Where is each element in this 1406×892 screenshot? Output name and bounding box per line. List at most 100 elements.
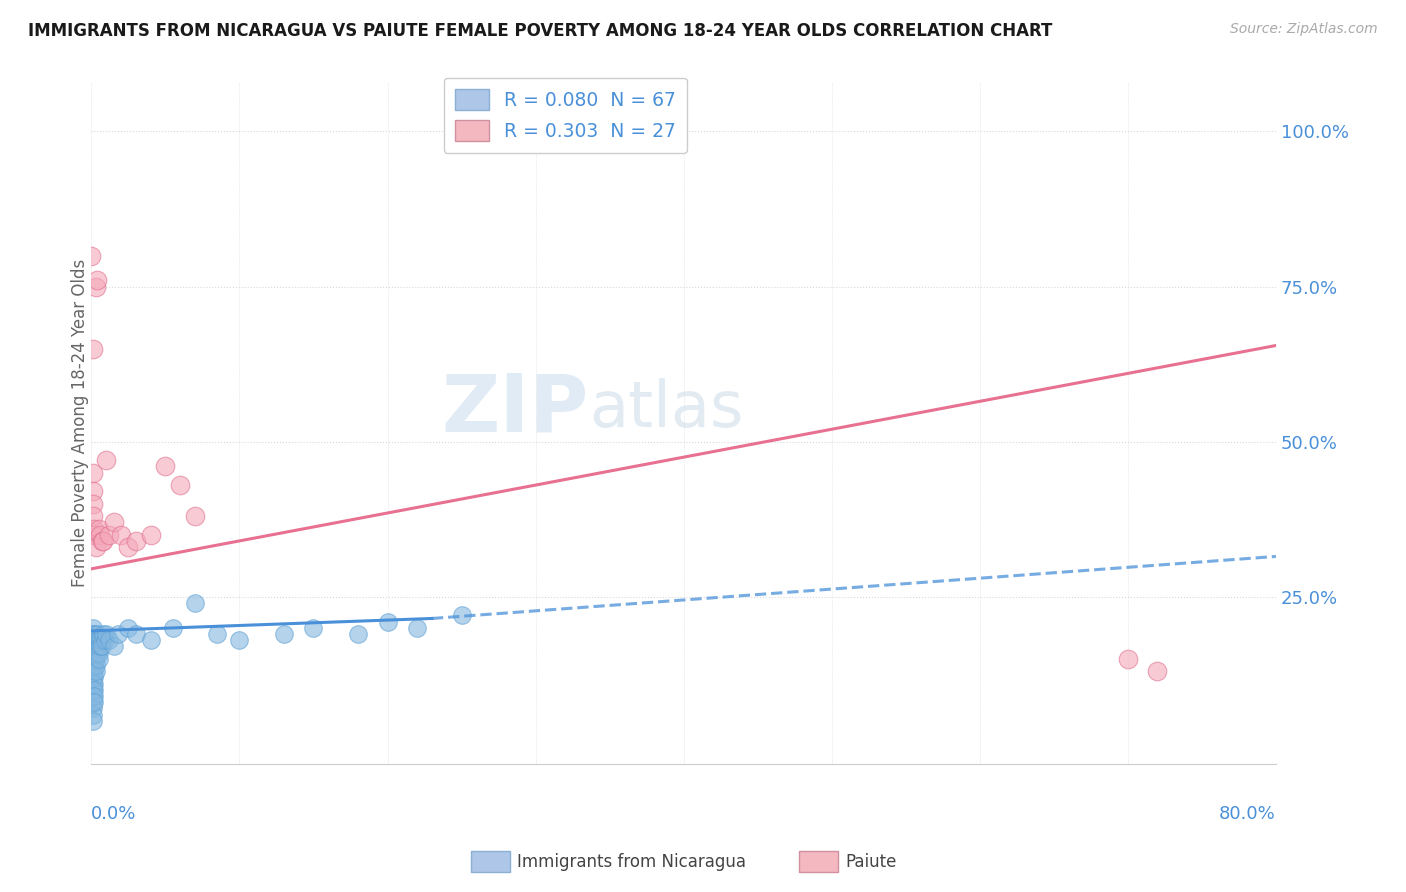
Point <box>83 652 105 666</box>
Point <box>82 658 104 673</box>
Point <box>91 533 114 548</box>
Point <box>155 459 177 474</box>
Point <box>82 466 104 480</box>
Point <box>205 627 228 641</box>
Point <box>302 621 325 635</box>
Legend: R = 0.080  N = 67, R = 0.303  N = 27: R = 0.080 N = 67, R = 0.303 N = 27 <box>444 78 686 153</box>
Point <box>273 627 295 641</box>
Text: 0.0%: 0.0% <box>91 805 136 823</box>
Point <box>82 621 104 635</box>
Point <box>184 596 207 610</box>
Point <box>87 640 110 654</box>
Point <box>83 633 105 648</box>
Point <box>125 627 148 641</box>
Text: atlas: atlas <box>589 378 744 441</box>
Point <box>86 273 108 287</box>
Point <box>82 497 104 511</box>
Text: Paiute: Paiute <box>845 853 897 871</box>
Point <box>90 633 112 648</box>
Point <box>406 621 429 635</box>
Point <box>169 478 191 492</box>
Point <box>1116 652 1139 666</box>
Point <box>90 533 112 548</box>
Point <box>110 527 132 541</box>
Point <box>91 627 114 641</box>
Point <box>96 453 118 467</box>
Point <box>87 521 110 535</box>
Point <box>125 533 148 548</box>
Point <box>84 633 107 648</box>
Point <box>83 627 105 641</box>
Point <box>107 627 129 641</box>
Text: IMMIGRANTS FROM NICARAGUA VS PAIUTE FEMALE POVERTY AMONG 18-24 YEAR OLDS CORRELA: IMMIGRANTS FROM NICARAGUA VS PAIUTE FEMA… <box>28 22 1053 40</box>
Point <box>96 627 118 641</box>
Point <box>98 527 121 541</box>
Point <box>83 670 105 684</box>
Point <box>82 682 104 697</box>
Point <box>450 608 472 623</box>
Point <box>83 640 105 654</box>
Y-axis label: Female Poverty Among 18-24 Year Olds: Female Poverty Among 18-24 Year Olds <box>72 259 89 587</box>
Point <box>82 509 104 524</box>
Point <box>83 521 105 535</box>
Point <box>84 646 107 660</box>
Point <box>82 640 104 654</box>
Point <box>82 342 104 356</box>
Point <box>87 646 110 660</box>
Point <box>93 633 115 648</box>
Point <box>86 640 108 654</box>
Point <box>80 633 103 648</box>
Point <box>83 676 105 690</box>
Point <box>89 640 111 654</box>
Point <box>82 627 104 641</box>
Point <box>80 248 103 262</box>
Point <box>83 689 105 703</box>
Text: Source: ZipAtlas.com: Source: ZipAtlas.com <box>1230 22 1378 37</box>
Point <box>87 652 110 666</box>
Point <box>89 633 111 648</box>
Point <box>82 695 104 709</box>
Point <box>84 652 107 666</box>
Point <box>82 676 104 690</box>
Point <box>84 640 107 654</box>
Point <box>82 652 104 666</box>
Point <box>82 664 104 678</box>
Point <box>83 664 105 678</box>
Point <box>117 621 139 635</box>
Point <box>82 714 104 728</box>
Point <box>184 509 207 524</box>
Point <box>89 527 111 541</box>
Text: ZIP: ZIP <box>441 370 589 449</box>
Point <box>80 640 103 654</box>
Point <box>347 627 370 641</box>
Point <box>117 540 139 554</box>
Point <box>86 627 108 641</box>
Text: 80.0%: 80.0% <box>1219 805 1277 823</box>
Point <box>82 633 104 648</box>
Point <box>86 646 108 660</box>
Point <box>82 484 104 499</box>
Point <box>84 664 107 678</box>
Point <box>103 516 125 530</box>
Point <box>83 527 105 541</box>
Point <box>82 689 104 703</box>
Point <box>228 633 250 648</box>
Point <box>162 621 184 635</box>
Point <box>98 633 121 648</box>
Point <box>87 633 110 648</box>
Point <box>83 646 105 660</box>
Point <box>82 646 104 660</box>
Point <box>139 633 162 648</box>
Text: Immigrants from Nicaragua: Immigrants from Nicaragua <box>517 853 747 871</box>
Point <box>139 527 162 541</box>
Point <box>1146 664 1168 678</box>
Point <box>83 695 105 709</box>
Point <box>82 707 104 722</box>
Point <box>84 279 107 293</box>
Point <box>103 640 125 654</box>
Point <box>90 640 112 654</box>
Point <box>84 540 107 554</box>
Point <box>86 633 108 648</box>
Point <box>83 682 105 697</box>
Point <box>82 701 104 715</box>
